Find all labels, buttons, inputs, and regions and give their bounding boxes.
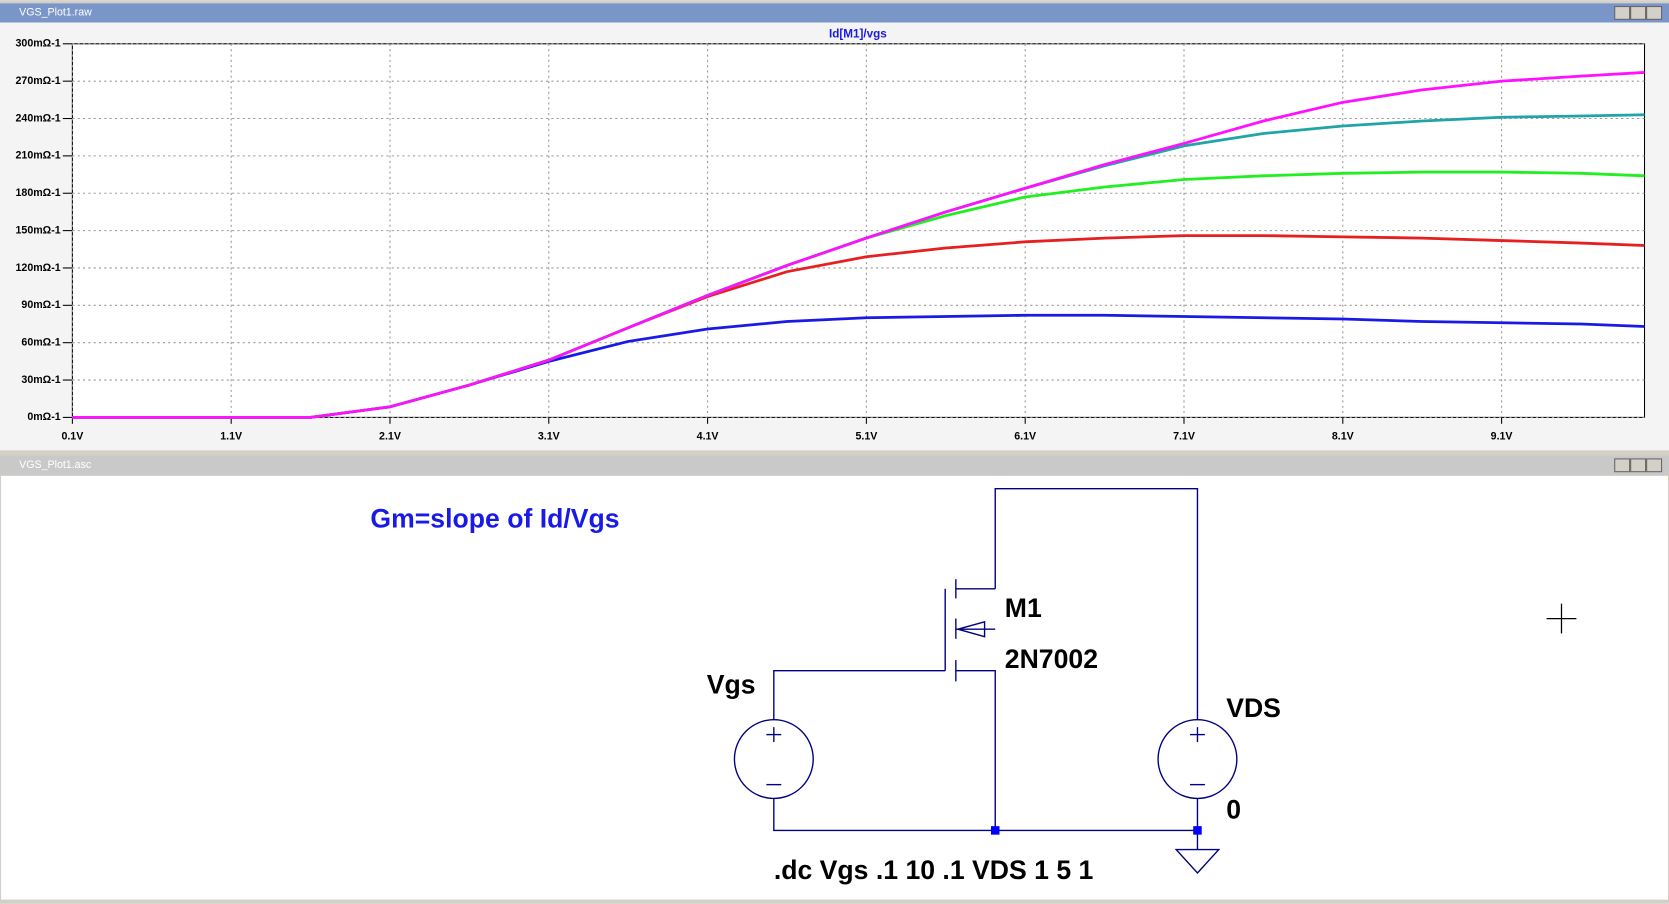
y-tick-label: 180mΩ-1 <box>16 187 61 199</box>
schematic-window-controls[interactable] <box>1614 458 1663 473</box>
y-tick-label: 150mΩ-1 <box>16 224 61 236</box>
x-tick-label: 6.1V <box>1014 430 1037 442</box>
close-button[interactable] <box>1646 6 1663 20</box>
schematic-title-bar[interactable] <box>0 455 1669 475</box>
circuit-wires <box>733 488 1238 875</box>
net-label: 0 <box>1226 794 1241 824</box>
series-line <box>72 71 1645 419</box>
x-tick-label: 2.1V <box>379 430 402 442</box>
plot-window-title: VGS_Plot1.raw <box>19 7 92 19</box>
minimize-button[interactable] <box>1614 6 1631 20</box>
chart-title: Id[M1]/vgs <box>829 27 887 40</box>
source-name: VDS <box>1226 693 1281 723</box>
y-tick-label: 300mΩ-1 <box>16 38 61 50</box>
y-tick-label: 90mΩ-1 <box>21 299 60 311</box>
x-tick-label: 8.1V <box>1332 430 1355 442</box>
y-tick-label: 270mΩ-1 <box>16 75 61 87</box>
y-tick-label: 120mΩ-1 <box>16 262 61 274</box>
source-name: Vgs <box>707 670 756 700</box>
maximize-button[interactable] <box>1630 6 1647 20</box>
x-tick-label: 7.1V <box>1173 430 1196 442</box>
y-tick-label: 60mΩ-1 <box>21 336 60 348</box>
component-name: M1 <box>1005 593 1042 623</box>
mouse-cursor <box>1546 603 1577 634</box>
minimize-button[interactable] <box>1614 458 1631 473</box>
annotation: Gm=slope of Id/Vgs <box>370 504 619 534</box>
plot-title-bar[interactable] <box>0 3 1669 23</box>
schematic-canvas[interactable] <box>1 475 1668 900</box>
x-tick-label: 3.1V <box>538 430 561 442</box>
component-model: 2N7002 <box>1005 644 1098 674</box>
x-tick-label: 0.1V <box>61 430 84 442</box>
y-tick-label: 210mΩ-1 <box>16 150 61 162</box>
y-tick-label: 30mΩ-1 <box>21 374 60 386</box>
y-tick-label: 240mΩ-1 <box>16 112 61 124</box>
plot-layer: 0mΩ-1 30mΩ-1 60mΩ-1 90mΩ-1 120mΩ-1 150mΩ-1 180… <box>16 38 1645 442</box>
junction <box>990 826 1000 835</box>
spice-directive: .dc Vgs .1 10 .1 VDS 1 5 1 <box>774 855 1094 885</box>
x-tick-label: 4.1V <box>697 430 720 442</box>
junction <box>1193 826 1202 835</box>
close-button[interactable] <box>1646 458 1663 473</box>
schematic-window-title: VGS_Plot1.asc <box>19 459 92 471</box>
x-tick-label: 1.1V <box>220 430 243 442</box>
x-tick-label: 5.1V <box>855 430 878 442</box>
y-tick-label: 0mΩ-1 <box>27 411 60 423</box>
maximize-button[interactable] <box>1630 458 1647 473</box>
plot-window-controls[interactable] <box>1614 6 1663 20</box>
x-tick-label: 9.1V <box>1491 430 1514 442</box>
